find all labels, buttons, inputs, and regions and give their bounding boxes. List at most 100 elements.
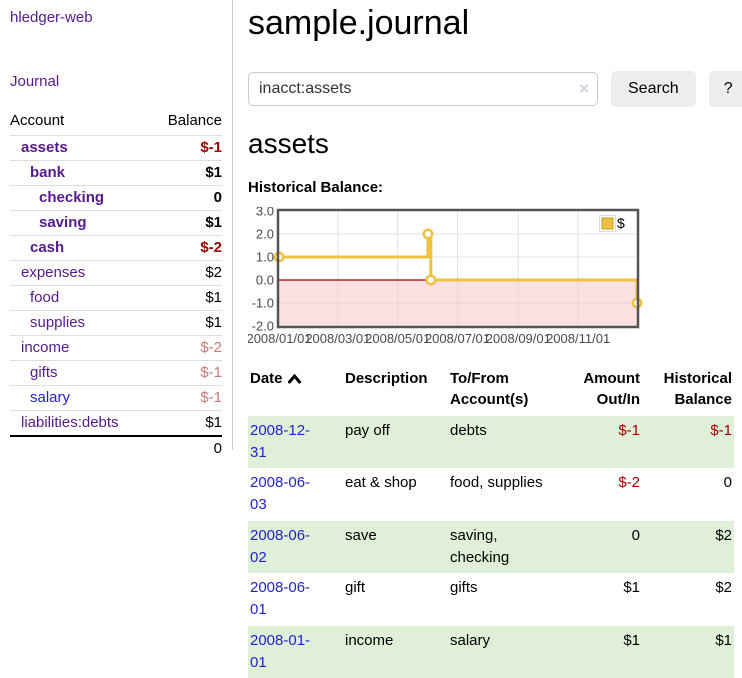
- main-content: sample.journal × Search ? assets Histori…: [233, 0, 742, 678]
- register-header-amount: Amount Out/In: [583, 369, 640, 408]
- transaction-date-link[interactable]: 2008-06-03: [250, 474, 311, 514]
- account-row: bank $1: [10, 160, 222, 186]
- register-cell-amount: $1: [623, 579, 640, 597]
- x-axis-tick-label: 2008/05/01: [365, 331, 430, 346]
- account-row: cash $-2: [10, 235, 222, 261]
- account-row: supplies $1: [10, 310, 222, 336]
- account-balance: $-1: [151, 135, 222, 161]
- search-form: × Search ?: [248, 70, 742, 107]
- page-title: sample.journal: [248, 4, 470, 42]
- legend-swatch: [601, 217, 614, 230]
- sort-ascending-icon: [287, 369, 301, 390]
- chart-title: Historical Balance:: [248, 178, 384, 196]
- data-point-marker: [425, 274, 437, 286]
- register-cell-amount: $1: [623, 631, 640, 649]
- register-row: 2008-06-02 save saving, checking 0 $2: [248, 520, 734, 574]
- accounts-rows: assets $-1 bank $1 checking 0 saving $1 cash $-2 e…: [10, 135, 222, 461]
- register-rows: 2008-12-31 pay off debts $-1 $-1 2008-06-03 ea…: [248, 415, 734, 678]
- register-header-row: Date Description To/From Account(s) Amou…: [248, 366, 734, 416]
- account-row: salary $-1: [10, 385, 222, 411]
- register-row: 2008-01-01 income salary $1 $1: [248, 625, 734, 678]
- accounts-total-value: 0: [151, 435, 222, 461]
- account-link-saving[interactable]: saving: [39, 214, 87, 231]
- register-cell-amount: $-1: [618, 421, 640, 439]
- transaction-date-link[interactable]: 2008-06-02: [250, 526, 311, 566]
- legend-label: $: [617, 215, 625, 231]
- account-link-expenses[interactable]: expenses: [21, 264, 86, 281]
- account-row: assets $-1: [10, 135, 222, 161]
- transaction-date-link[interactable]: 2008-06-01: [250, 579, 311, 619]
- account-link-cash[interactable]: cash: [30, 239, 65, 256]
- register-header-balance: Historical Balance: [663, 369, 732, 408]
- account-balance: $2: [151, 260, 222, 286]
- y-axis-tick-label: 0.0: [256, 272, 274, 287]
- register-cell-balance: $2: [715, 579, 732, 597]
- register-cell-accounts: gifts: [450, 579, 478, 597]
- help-button[interactable]: ?: [708, 70, 742, 107]
- register-cell-balance: $1: [715, 631, 732, 649]
- account-link-food[interactable]: food: [30, 289, 60, 306]
- x-axis-tick-label: 2008/07/01: [425, 331, 490, 346]
- register-cell-amount: $-2: [618, 474, 640, 492]
- account-link-bank[interactable]: bank: [30, 164, 66, 181]
- sidebar-item-journal[interactable]: Journal: [10, 73, 60, 90]
- register-header-date-label: Date: [250, 369, 283, 387]
- account-balance: $1: [151, 210, 222, 236]
- account-balance: 0: [151, 185, 222, 211]
- account-link-checking[interactable]: checking: [39, 189, 105, 206]
- account-row: income $-2: [10, 335, 222, 361]
- accounts-total-spacer: [10, 435, 152, 461]
- accounts-table-header: Account Balance: [10, 109, 222, 136]
- account-balance: $-2: [151, 335, 222, 361]
- balance-chart-svg: $3.0 2.0 1.0 0.0 -1.0 -2.02008/01/012008/03/0…: [246, 203, 643, 346]
- negative-region: [279, 279, 637, 326]
- register-cell-description: income: [345, 631, 394, 649]
- y-axis-tick-label: -2.0: [252, 318, 274, 333]
- transaction-date-link[interactable]: 2008-12-31: [250, 421, 311, 461]
- sidebar: hledger-web Journal Account Balance asse…: [0, 0, 233, 461]
- register-cell-balance: 0: [723, 474, 732, 492]
- register-cell-accounts: debts: [450, 421, 487, 439]
- register-cell-description: save: [345, 526, 377, 544]
- transaction-date-link[interactable]: 2008-01-01: [250, 631, 311, 671]
- accounts-header-account: Account: [10, 112, 65, 129]
- y-axis-tick-label: 1.0: [256, 249, 274, 264]
- search-button[interactable]: Search: [611, 70, 696, 107]
- account-row: saving $1: [10, 210, 222, 236]
- search-input[interactable]: [248, 71, 598, 106]
- register-row: 2008-06-01 gift gifts $1 $2: [248, 573, 734, 626]
- account-row: food $1: [10, 285, 222, 311]
- account-balance: $-1: [151, 360, 222, 386]
- register-row: 2008-12-31 pay off debts $-1 $-1: [248, 415, 734, 469]
- data-point-marker: [422, 228, 434, 240]
- register-cell-balance: $2: [715, 526, 732, 544]
- account-link-salary[interactable]: salary: [30, 389, 71, 406]
- accounts-balance-table: Account Balance assets $-1 bank $1 checking 0…: [10, 109, 222, 461]
- account-row: gifts $-1: [10, 360, 222, 386]
- y-axis-tick-label: 3.0: [256, 207, 274, 219]
- y-axis-tick-label: -1.0: [252, 295, 274, 310]
- account-balance: $1: [151, 160, 222, 186]
- account-link-liabilities-debts[interactable]: liabilities:debts: [21, 414, 119, 431]
- register-cell-amount: 0: [631, 526, 640, 544]
- register-header-description: Description: [345, 369, 428, 387]
- account-row: liabilities:debts $1: [10, 410, 222, 436]
- account-balance: $1: [151, 285, 222, 311]
- account-link-income[interactable]: income: [21, 339, 70, 356]
- x-axis-tick-label: 2008/03/01: [305, 331, 370, 346]
- x-axis-tick-label: 2008/11/01: [546, 331, 610, 346]
- account-link-gifts[interactable]: gifts: [30, 364, 58, 381]
- register-header-accounts: To/From Account(s): [450, 369, 529, 408]
- account-row: checking 0: [10, 185, 222, 211]
- account-row: expenses $2: [10, 260, 222, 286]
- accounts-total-row: 0: [10, 435, 222, 461]
- plot-border: [276, 208, 640, 329]
- register-cell-accounts: saving, checking: [450, 526, 510, 566]
- x-axis-tick-label: 2008/01/01: [248, 331, 312, 346]
- account-link-supplies[interactable]: supplies: [30, 314, 86, 331]
- app-title-link[interactable]: hledger-web: [10, 9, 93, 26]
- account-balance: $1: [151, 310, 222, 336]
- account-link-assets[interactable]: assets: [21, 139, 68, 156]
- register-table: Date Description To/From Account(s) Amou…: [248, 366, 734, 678]
- clear-search-icon[interactable]: ×: [579, 78, 589, 98]
